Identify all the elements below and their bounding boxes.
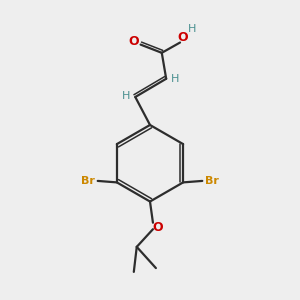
Text: H: H <box>171 74 179 84</box>
Text: Br: Br <box>205 176 219 186</box>
Text: O: O <box>178 31 188 44</box>
Text: Br: Br <box>81 176 95 186</box>
Text: O: O <box>129 35 140 48</box>
Text: O: O <box>152 220 163 234</box>
Text: H: H <box>188 24 196 34</box>
Text: H: H <box>122 92 130 101</box>
